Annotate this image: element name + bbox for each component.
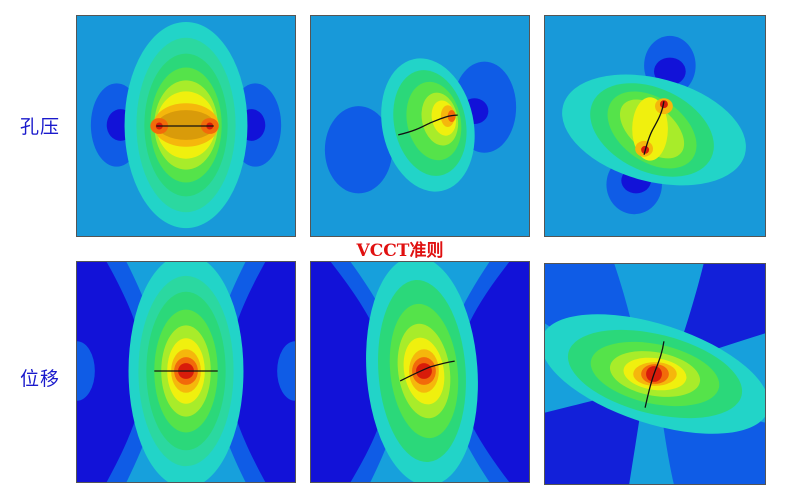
displacement-panel-3 bbox=[544, 263, 766, 485]
pore-pressure-panel-1 bbox=[76, 15, 296, 237]
displacement-panel-2 bbox=[310, 261, 530, 483]
pore-pressure-panel-3 bbox=[544, 15, 766, 237]
row-label-displacement: 位移 bbox=[20, 368, 61, 390]
row-label-pore-pressure: 孔压 bbox=[20, 116, 61, 138]
displacement-panel-1 bbox=[76, 261, 296, 483]
center-label-vcct-criterion: VCCT准则 bbox=[356, 241, 444, 261]
pore-pressure-panel-2 bbox=[310, 15, 530, 237]
